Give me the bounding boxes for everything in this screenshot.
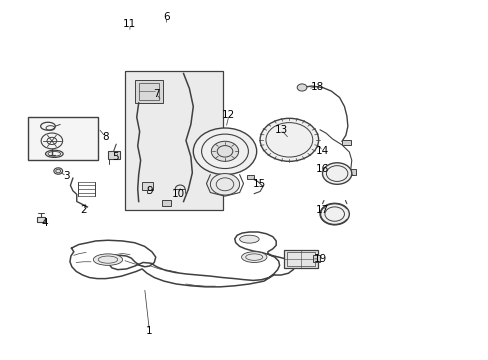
Bar <box>139 83 159 100</box>
Text: 17: 17 <box>315 206 328 216</box>
Text: 16: 16 <box>315 164 328 174</box>
Circle shape <box>54 168 62 174</box>
Bar <box>246 175 254 179</box>
Text: 4: 4 <box>41 218 48 228</box>
Text: 3: 3 <box>63 171 70 181</box>
Circle shape <box>193 128 256 175</box>
Ellipse shape <box>93 254 122 265</box>
Text: 2: 2 <box>80 206 87 216</box>
Text: 13: 13 <box>274 125 287 135</box>
Bar <box>142 182 153 190</box>
Bar <box>312 255 319 262</box>
Text: 7: 7 <box>153 89 160 99</box>
Bar <box>125 71 222 211</box>
Text: 14: 14 <box>315 146 328 156</box>
Bar <box>284 250 317 268</box>
Ellipse shape <box>239 235 259 243</box>
Circle shape <box>320 203 348 225</box>
Bar <box>37 217 44 222</box>
Text: 8: 8 <box>102 132 109 142</box>
Circle shape <box>210 174 239 195</box>
Bar <box>287 252 314 266</box>
Bar <box>108 150 120 159</box>
Circle shape <box>260 118 318 161</box>
Bar <box>161 200 171 206</box>
Bar <box>222 131 227 135</box>
Text: 15: 15 <box>252 179 265 189</box>
Bar <box>135 80 163 103</box>
Bar <box>27 117 98 160</box>
Text: 10: 10 <box>172 189 185 199</box>
Circle shape <box>322 163 351 184</box>
Text: 5: 5 <box>112 152 119 162</box>
Text: 12: 12 <box>222 111 235 121</box>
Bar <box>347 169 355 175</box>
Ellipse shape <box>241 252 266 262</box>
Text: 11: 11 <box>123 19 136 29</box>
Text: 6: 6 <box>163 12 169 22</box>
Circle shape <box>211 141 238 161</box>
Text: 9: 9 <box>146 186 152 196</box>
Bar <box>341 140 350 145</box>
Circle shape <box>297 84 306 91</box>
Text: 1: 1 <box>146 325 152 336</box>
Text: 18: 18 <box>310 82 324 92</box>
Text: 19: 19 <box>313 254 326 264</box>
